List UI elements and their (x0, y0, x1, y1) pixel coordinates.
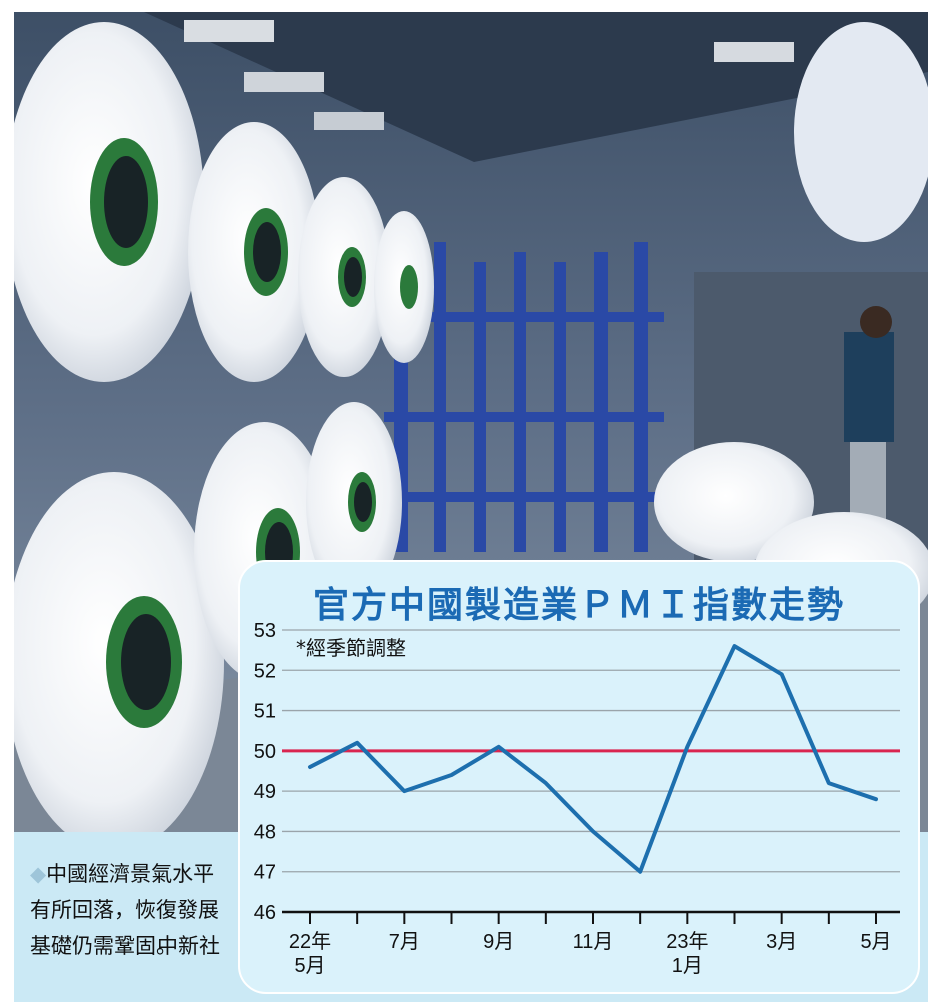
y-tick-label-53: 53 (254, 620, 276, 642)
x-ticks-layer (309, 912, 877, 924)
seasonal-adjustment-note: *經季節調整 (296, 636, 406, 660)
x-tick-label-6-line1: 11月 (573, 931, 614, 953)
photo-caption: ◆中國經濟景氣水平有所回落，恢復發展基礎仍需鞏固。 中新社 (30, 856, 220, 964)
x-tick-label-8-line2: 1月 (672, 955, 703, 977)
y-tick-label-49: 49 (254, 781, 276, 803)
y-tick-label-52: 52 (254, 660, 276, 682)
pmi-series-line (308, 644, 878, 874)
caption-text: 中國經濟景氣水平有所回落，恢復發展基礎仍需鞏固。 (30, 862, 219, 958)
y-tick-label-48: 48 (254, 821, 276, 843)
x-tick-label-4-line1: 9月 (483, 931, 514, 953)
x-tick-label-10-line1: 3月 (766, 931, 797, 953)
y-tick-label-51: 51 (254, 701, 276, 723)
y-tick-label-50: 50 (254, 741, 276, 763)
caption-bullet-icon: ◆ (30, 862, 47, 886)
y-tick-label-47: 47 (254, 862, 276, 884)
x-tick-label-0-line1: 22年 (289, 930, 331, 953)
y-tick-label-46: 46 (254, 902, 276, 924)
chart-card: 官方中國製造業ＰＭＩ指數走勢 46 47 48 49 50 51 52 53 22年 5月 7月 9… (238, 560, 920, 994)
x-tick-label-12-line1: 5月 (860, 931, 891, 953)
y-tick-labels: 46 47 48 49 50 51 52 53 (254, 620, 276, 924)
x-tick-label-8-line1: 23年 (666, 930, 708, 953)
caption-credit: 中新社 (157, 934, 220, 958)
x-tick-label-0-line2: 5月 (294, 955, 325, 977)
x-tick-label-2-line1: 7月 (389, 931, 420, 953)
chart-title: 官方中國製造業ＰＭＩ指數走勢 (312, 584, 845, 626)
